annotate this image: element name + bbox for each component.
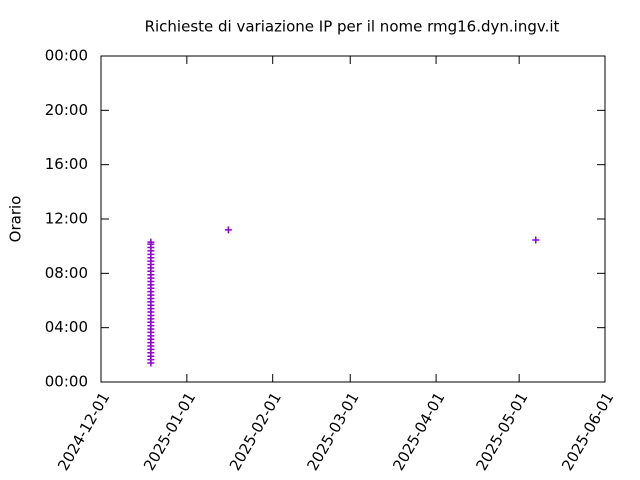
y-tick-label: 00:00 <box>45 373 88 391</box>
point <box>147 238 155 246</box>
y-tick-label: 16:00 <box>45 155 88 173</box>
y-tick-label: 12:00 <box>45 210 88 228</box>
y-tick-label: 08:00 <box>45 264 88 282</box>
point <box>532 236 540 244</box>
y-tick-label: 20:00 <box>45 101 88 119</box>
y-axis-label: Orario <box>7 196 25 243</box>
y-tick-label: 04:00 <box>45 318 88 336</box>
chart-title: Richieste di variazione IP per il nome r… <box>145 18 560 36</box>
y-tick-label: 00:00 <box>45 47 88 65</box>
point <box>224 226 232 234</box>
